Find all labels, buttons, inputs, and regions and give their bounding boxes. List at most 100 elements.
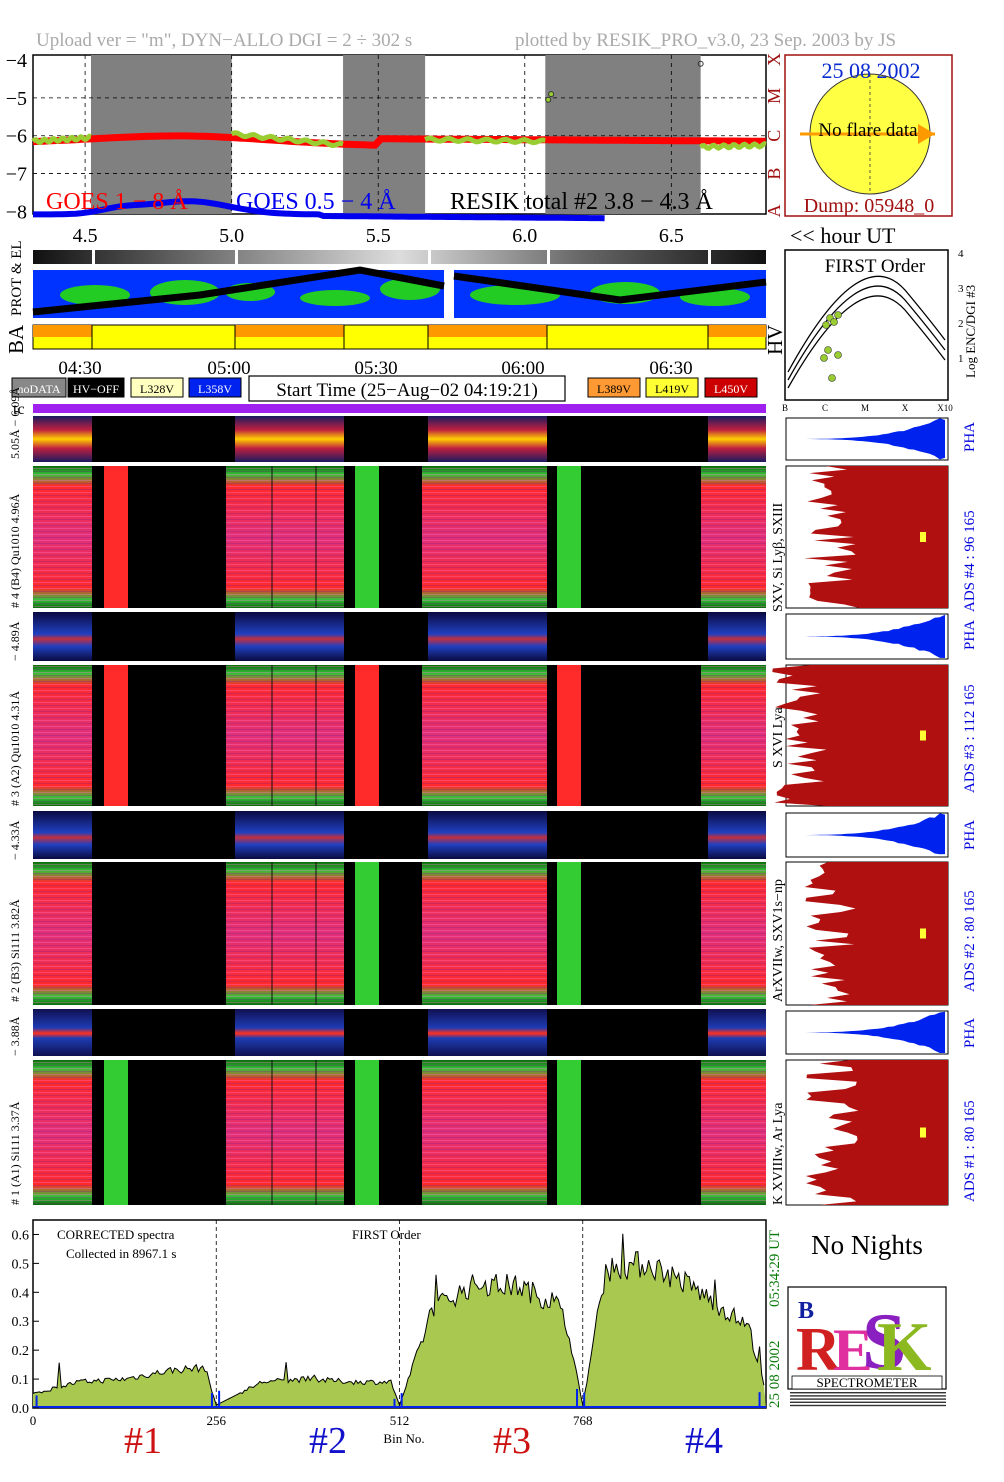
eclipse-shading xyxy=(90,55,701,214)
resik-logo: R E S K B SPECTROMETER xyxy=(787,1286,947,1407)
goes-ytick-label: −4 xyxy=(6,50,27,72)
prot-el-label: PROT & EL xyxy=(9,240,25,316)
prot-el-strip xyxy=(33,250,766,264)
pha-strip-bg-0 xyxy=(33,416,766,462)
legend-nodata: noDATA xyxy=(17,382,60,396)
ads-marker-3 xyxy=(920,1127,926,1138)
first-order-panel: FIRST Order 1 2 3 4 B C M X X10 Log ENC/DGI #3 xyxy=(782,248,978,413)
side-band-b-0 xyxy=(355,466,379,608)
ch2-pha-word: PHA xyxy=(962,820,978,850)
logo-s: S xyxy=(862,1298,907,1386)
prot-marker-0 xyxy=(92,250,95,264)
stamp-time: 05:34:29 UT xyxy=(767,1230,783,1307)
logo-k: K xyxy=(877,1309,931,1386)
ch2-main-label: # 2 (B3) Si111 3.82Å xyxy=(8,899,22,1002)
spectrogram-texture-2-3 xyxy=(701,862,766,1005)
logo-r: R xyxy=(796,1316,842,1384)
sun-panel: 25 08 2002 No flare data Dump: 05948_0 xyxy=(784,54,953,217)
first-order-ytick: 2 xyxy=(958,318,964,330)
header-plot-credit: plotted by RESIK_PRO_v3.0, 23 Sep. 2003 … xyxy=(515,30,896,51)
first-order-title: FIRST Order xyxy=(825,256,926,277)
spectrogram-texture-2-1 xyxy=(226,862,344,1005)
ch1-lines: K XVIIIw, Ar Lya xyxy=(771,1102,786,1205)
goes-ytick-label: −5 xyxy=(6,88,27,110)
ch1-main-label: # 1 (A1) Si111 3.37Å xyxy=(8,1101,22,1205)
side-band-c-3 xyxy=(557,1060,581,1205)
header-upload-info: Upload ver = "m", DYN−ALLO DGI = 2 ÷ 302… xyxy=(36,30,412,51)
spectrum-ytick-label: 0.0 xyxy=(12,1402,30,1417)
pha-block-3-2 xyxy=(428,1009,547,1056)
ads-marker-0 xyxy=(920,532,926,542)
hour-ut-label: << hour UT xyxy=(790,223,896,248)
side-band-a-3 xyxy=(104,1060,128,1205)
first-order-xtick: M xyxy=(861,403,869,413)
spectrum-xtick-label: 0 xyxy=(30,1413,37,1428)
logo-fineprint-1 xyxy=(790,1395,946,1397)
spectrogram-texture-3-3 xyxy=(701,1060,766,1205)
pha-block-0-0 xyxy=(33,416,92,462)
time-tick-label: 04:30 xyxy=(58,358,101,379)
orbit-panel: PROT & EL BA HV 04:30 05:00 05:30 06:00 06:3… xyxy=(4,223,896,379)
pha-block-2-3 xyxy=(708,811,766,859)
resik-total-segment-1 xyxy=(230,130,344,149)
ch3-pha-word: PHA xyxy=(962,620,978,650)
goes-x-axis: 4.5 5.0 5.5 6.0 6.5 xyxy=(73,225,684,247)
pha-block-0-2 xyxy=(428,416,547,462)
pha-block-1-2 xyxy=(428,612,547,661)
logo-e: E xyxy=(833,1317,873,1383)
ch4-pha-word: PHA xyxy=(962,422,978,452)
goes-xtick-label: 5.5 xyxy=(366,225,391,247)
flare-class-letter: B xyxy=(764,168,784,180)
spectrogram-bg-2 xyxy=(33,862,766,1005)
legend-resik-total: RESIK total #2 3.8 − 4.3 Å xyxy=(450,189,714,215)
goes-xtick-label: 6.0 xyxy=(512,225,537,247)
spectrum-xlabel: Bin No. xyxy=(383,1431,424,1446)
first-order-xtick: B xyxy=(782,403,788,413)
logo-b: B xyxy=(798,1298,814,1324)
first-order-point-6 xyxy=(828,374,836,382)
resik-total-segment-2 xyxy=(424,135,546,146)
stamp-date: 25 08 2002 xyxy=(767,1341,783,1409)
ba-block-2 xyxy=(428,325,547,337)
logo-fineprint-4 xyxy=(790,1404,946,1407)
ch4-ads: ADS #4 : 96 165 xyxy=(962,510,978,612)
spectrum-order: FIRST Order xyxy=(352,1227,421,1242)
goes-long-curve xyxy=(32,132,766,149)
resik-outlier-1 xyxy=(545,96,552,103)
ba-block-0 xyxy=(33,325,92,337)
resik-outlier-0 xyxy=(548,91,555,98)
eclipse-shade-1 xyxy=(343,55,426,214)
spectrum-x-axis: 0 256 512 768 xyxy=(30,1413,593,1428)
ch-label-2: #2 xyxy=(309,1420,347,1462)
prot-marker-4 xyxy=(708,250,711,264)
pha-block-2-1 xyxy=(235,811,344,859)
prot-marker-1 xyxy=(235,250,238,264)
pha-block-3-1 xyxy=(235,1009,344,1056)
side-band-b-1 xyxy=(355,665,379,806)
tc-label: tc xyxy=(13,401,25,418)
ads-histogram-0 xyxy=(804,466,948,608)
flare-status: No flare data xyxy=(818,120,918,141)
prot-marker-2 xyxy=(428,250,431,264)
time-tick-label: 06:00 xyxy=(501,358,544,379)
spectrum-xtick-label: 512 xyxy=(390,1413,410,1428)
orbit-track xyxy=(32,266,445,316)
ch-label-3: #3 xyxy=(493,1420,531,1462)
ba-block-3 xyxy=(708,325,766,337)
legend-l419v: L419V xyxy=(655,382,689,396)
eclipse-shade-2 xyxy=(545,55,701,214)
pha-block-2-2 xyxy=(428,811,547,859)
goes-ytick-label: −6 xyxy=(6,126,27,148)
ch4-pha-label: 5.05Å − 6.09Å xyxy=(8,387,22,459)
spectrogram-texture-0-0 xyxy=(33,466,92,608)
ads-marker-2 xyxy=(920,928,926,939)
goes-xtick-label: 6.5 xyxy=(659,225,684,247)
ch1-ads: ADS #1 : 80 165 xyxy=(962,1100,978,1202)
arrow-head-icon xyxy=(918,124,935,144)
legend-hv-off: HV−OFF xyxy=(73,382,119,396)
pha-block-1-3 xyxy=(708,612,766,661)
sun-date: 25 08 2002 xyxy=(822,58,921,83)
dump-id: Dump: 05948_0 xyxy=(804,195,935,217)
ads-histogram-1 xyxy=(772,665,948,806)
